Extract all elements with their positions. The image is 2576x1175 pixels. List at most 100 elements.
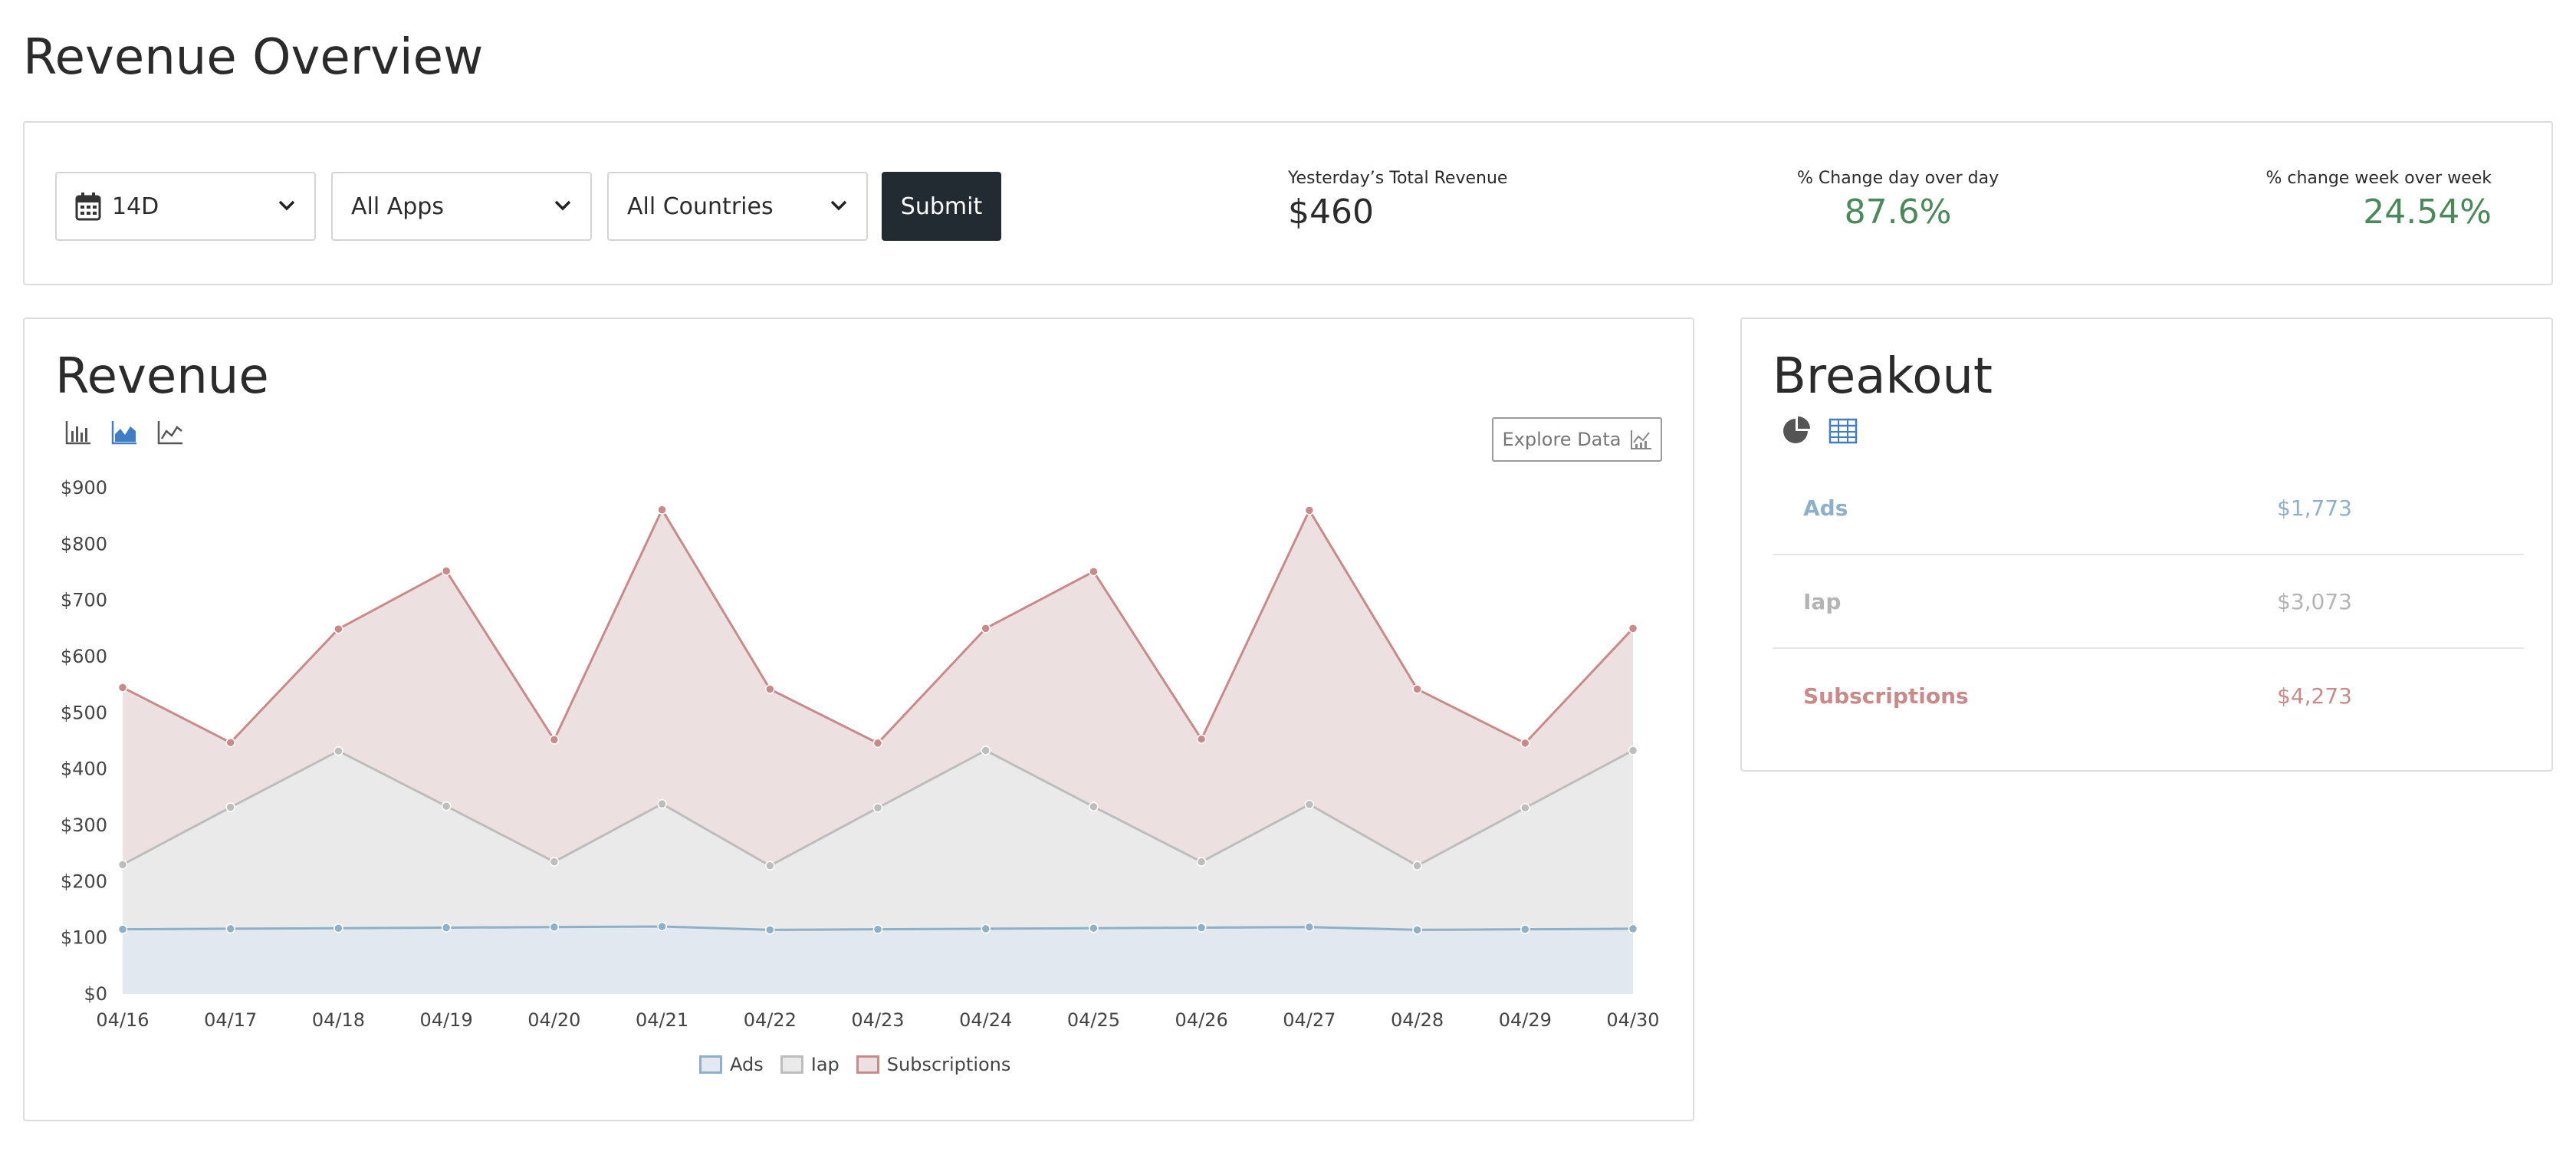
data-point-iap — [1304, 799, 1315, 810]
x-tick-label: 04/22 — [744, 1009, 797, 1031]
kpi-total-revenue: Yesterday’s Total Revenue $460 — [1288, 169, 1507, 232]
data-point-subscriptions — [117, 683, 128, 693]
data-point-iap — [872, 803, 883, 813]
kpi-dod-label: % Change day over day — [1797, 169, 1999, 188]
data-point-ads — [441, 923, 452, 933]
chevron-down-icon — [830, 200, 847, 211]
apps-select-value: All Apps — [351, 193, 444, 220]
pie-chart-icon[interactable] — [1780, 416, 1811, 446]
chart-type-switcher — [64, 419, 184, 446]
data-point-iap — [441, 801, 452, 811]
y-tick-label: $700 — [61, 590, 107, 611]
data-point-ads — [1412, 925, 1422, 935]
y-tick-label: $0 — [84, 983, 107, 1005]
data-point-ads — [117, 924, 128, 934]
data-point-subscriptions — [872, 738, 883, 749]
line-chart-icon[interactable] — [156, 419, 184, 446]
legend-swatch-subscriptions — [856, 1055, 879, 1074]
y-tick-label: $500 — [61, 702, 107, 723]
data-point-iap — [1520, 803, 1530, 813]
apps-select[interactable]: All Apps — [331, 172, 592, 241]
breakout-row-value: $3,073 — [2277, 588, 2352, 614]
legend-label-iap: Iap — [810, 1054, 840, 1075]
data-point-ads — [1196, 923, 1207, 933]
x-tick-label: 04/27 — [1283, 1009, 1336, 1031]
data-point-iap — [981, 745, 991, 755]
data-point-subscriptions — [657, 505, 667, 515]
data-point-subscriptions — [1412, 684, 1422, 694]
breakout-row-name: Ads — [1803, 495, 1848, 521]
calendar-icon — [75, 193, 101, 221]
explore-data-button[interactable]: Explore Data — [1492, 417, 1662, 462]
period-select[interactable]: 14D — [55, 172, 316, 241]
breakout-row-value: $4,273 — [2277, 683, 2352, 709]
data-point-iap — [225, 802, 235, 812]
y-tick-label: $100 — [61, 927, 107, 949]
breakout-row-name: Iap — [1803, 588, 1842, 614]
kpi-day-over-day: % Change day over day 87.6% — [1797, 169, 1999, 232]
legend-label-ads: Ads — [730, 1054, 764, 1075]
y-tick-label: $400 — [61, 759, 107, 780]
x-tick-label: 04/21 — [636, 1009, 688, 1031]
data-point-subscriptions — [1304, 505, 1315, 515]
data-point-ads — [1520, 924, 1530, 934]
data-point-iap — [765, 861, 775, 871]
chart-legend: Ads Iap Subscriptions — [699, 1054, 1010, 1075]
legend-label-subscriptions: Subscriptions — [886, 1054, 1011, 1075]
data-point-iap — [549, 857, 560, 867]
x-tick-label: 04/29 — [1499, 1009, 1552, 1031]
data-point-ads — [1628, 923, 1638, 934]
x-tick-label: 04/24 — [959, 1009, 1012, 1031]
x-tick-label: 04/25 — [1067, 1009, 1120, 1031]
x-tick-label: 04/23 — [851, 1009, 904, 1031]
revenue-card: Revenue Explore Data $0 $100 $200 $300 $400 $… — [23, 318, 1694, 1121]
data-point-iap — [117, 860, 128, 870]
area-subscriptions — [123, 509, 1633, 866]
explore-data-label: Explore Data — [1502, 429, 1622, 450]
x-tick-label: 04/16 — [96, 1009, 149, 1031]
y-tick-label: $900 — [61, 477, 107, 499]
data-point-iap — [334, 745, 343, 756]
area-iap — [123, 750, 1633, 930]
data-point-iap — [657, 798, 667, 809]
x-tick-label: 04/30 — [1606, 1009, 1659, 1031]
table-icon[interactable] — [1828, 416, 1858, 446]
x-tick-label: 04/17 — [204, 1009, 257, 1031]
countries-select-value: All Countries — [627, 193, 774, 220]
data-point-subscriptions — [441, 566, 452, 576]
kpi-wow-value: 24.54% — [2363, 193, 2492, 232]
explore-chart-icon — [1630, 430, 1651, 449]
revenue-chart: $0 $100 $200 $300 $400 $500 $600 $700 $800 $900 04… — [61, 477, 1660, 1031]
revenue-title: Revenue — [55, 348, 269, 405]
bar-chart-icon[interactable] — [64, 419, 92, 446]
breakout-row-subscriptions: Subscriptions $4,273 — [1773, 649, 2524, 742]
data-point-ads — [981, 923, 991, 934]
kpi-wow-label: % change week over week — [2266, 169, 2492, 188]
x-tick-label: 04/18 — [312, 1009, 365, 1031]
submit-button[interactable]: Submit — [882, 172, 1001, 241]
data-point-iap — [1628, 745, 1638, 755]
legend-item-subscriptions[interactable]: Subscriptions — [856, 1054, 1011, 1075]
x-tick-label: 04/20 — [527, 1009, 580, 1031]
data-point-ads — [765, 925, 775, 935]
breakout-view-switcher — [1780, 416, 1858, 446]
legend-item-iap[interactable]: Iap — [780, 1054, 840, 1075]
breakout-title: Breakout — [1773, 348, 1993, 405]
data-point-subscriptions — [225, 737, 235, 748]
chevron-down-icon — [278, 200, 295, 211]
data-point-ads — [1304, 922, 1315, 932]
y-tick-label: $800 — [61, 533, 107, 555]
kpi-total-value: $460 — [1288, 193, 1374, 232]
data-point-ads — [872, 924, 883, 934]
kpi-total-label: Yesterday’s Total Revenue — [1288, 169, 1508, 188]
y-tick-label: $600 — [61, 646, 107, 667]
area-chart-icon[interactable] — [110, 419, 138, 446]
legend-swatch-iap — [780, 1055, 803, 1074]
data-point-subscriptions — [1628, 624, 1638, 634]
legend-swatch-ads — [699, 1055, 722, 1074]
legend-item-ads[interactable]: Ads — [699, 1054, 764, 1075]
breakout-row-name: Subscriptions — [1803, 683, 1969, 709]
breakout-card: Breakout Ads $1,773 Iap $3,073 Subscript… — [1740, 318, 2553, 772]
data-point-ads — [549, 922, 560, 932]
countries-select[interactable]: All Countries — [607, 172, 868, 241]
